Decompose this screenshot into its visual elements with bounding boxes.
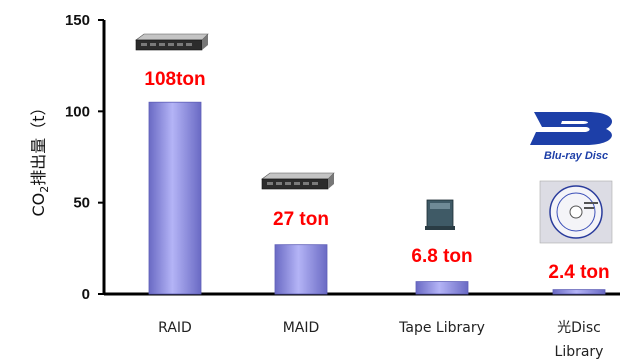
- blu-ray-mark: [530, 112, 612, 145]
- y-tick-label: 100: [65, 103, 90, 120]
- x-tick-label: 光Disc: [557, 320, 601, 336]
- bar--disc-library: [552, 289, 606, 295]
- disc-print-line: [584, 202, 598, 204]
- blu-ray-logo-text: Blu-ray Disc: [544, 150, 608, 162]
- disc-hub: [569, 205, 583, 219]
- server-drive: [150, 43, 156, 46]
- tape-library-base: [425, 226, 455, 230]
- data-label: 6.8 ton: [411, 246, 472, 267]
- optical-disc-icon: [539, 180, 613, 244]
- server-drive: [159, 43, 165, 46]
- data-label: 108ton: [144, 69, 205, 90]
- server-icon: [135, 33, 209, 51]
- server-top: [135, 33, 209, 41]
- server-drive: [267, 182, 273, 185]
- blu-ray-logo: Blu-ray Disc: [530, 112, 612, 162]
- server-side: [202, 34, 208, 50]
- server-drive: [141, 43, 147, 46]
- bars: [148, 101, 606, 295]
- bar-tape-library: [415, 281, 469, 295]
- server-drive: [276, 182, 282, 185]
- bar-raid: [148, 101, 202, 295]
- server-drive: [312, 182, 318, 185]
- disc-ring: [556, 192, 596, 232]
- server-drive: [168, 43, 174, 46]
- y-axis-label: CO2排出量（t）: [29, 99, 51, 216]
- tape-library-icon: [425, 199, 455, 230]
- labels: 108ton 27 ton 6.8 ton 2.4 ton RAID MAID Tape L…: [144, 69, 609, 360]
- server-drive: [177, 43, 183, 46]
- x-tick-label: MAID: [283, 320, 320, 336]
- tape-library-panel: [430, 203, 450, 209]
- server-drive: [303, 182, 309, 185]
- icons: Blu-ray Disc: [135, 33, 613, 244]
- data-label: 2.4 ton: [548, 262, 609, 283]
- bar-maid: [274, 244, 328, 295]
- server-drive: [186, 43, 192, 46]
- server-side: [328, 173, 334, 189]
- blu-ray-mark-highlight: [561, 121, 588, 124]
- x-tick-label: Tape Library: [398, 320, 485, 336]
- server-drive: [294, 182, 300, 185]
- server-top: [261, 172, 335, 180]
- y-tick-label: 0: [82, 286, 90, 303]
- server-icon: [261, 172, 335, 190]
- x-tick-label: Library: [555, 344, 604, 360]
- data-label: 27 ton: [273, 209, 329, 230]
- x-tick-label: RAID: [158, 320, 192, 336]
- server-drive: [285, 182, 291, 185]
- disc-print-line: [584, 207, 594, 209]
- y-tick-label: 150: [65, 12, 90, 29]
- y-tick-label: 50: [73, 195, 90, 212]
